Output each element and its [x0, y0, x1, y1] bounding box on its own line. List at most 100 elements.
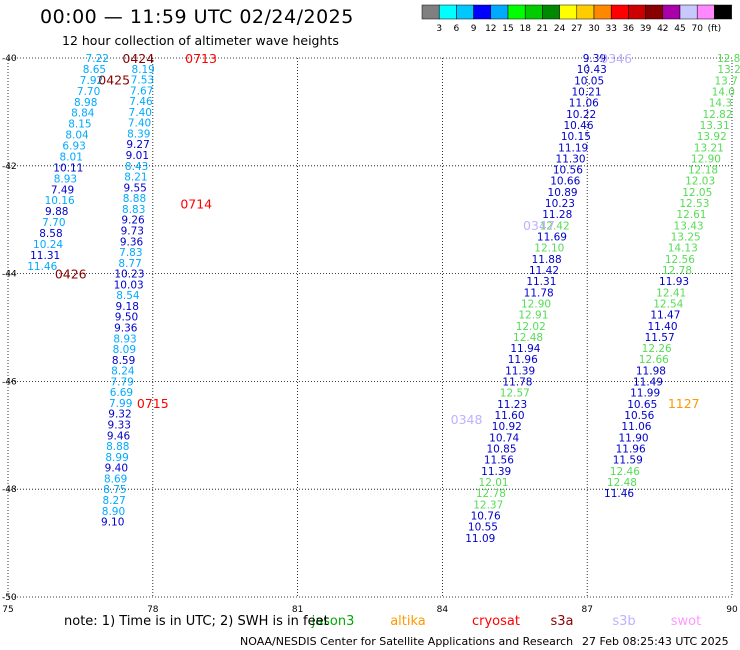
legend-swatch [438, 4, 457, 20]
swh-value: 12.46 [610, 466, 640, 478]
swh-value: 10.43 [577, 64, 607, 76]
swh-value: 11.78 [524, 287, 554, 299]
swh-value: 11.31 [30, 250, 60, 262]
swh-value: 7.92 [80, 75, 103, 87]
swh-value: 9.27 [126, 139, 149, 151]
map-frame [7, 57, 733, 598]
swh-value: 9.36 [120, 236, 144, 248]
map-title: 00:00 — 11:59 UTC 02/24/2025 [40, 6, 354, 28]
swh-value: 11.46 [604, 488, 634, 500]
pass-time-label: 0715 [137, 396, 169, 411]
legend-swatch [524, 4, 543, 20]
swh-value: 10.15 [561, 131, 591, 143]
swh-value: 9.46 [107, 430, 131, 442]
swh-value: 12.10 [534, 243, 564, 255]
swh-value: 11.98 [636, 365, 666, 377]
swh-value: 11.42 [529, 265, 559, 277]
swh-value: 12.41 [656, 287, 686, 299]
swh-value: 11.90 [619, 432, 649, 444]
legend-swatch [490, 4, 509, 20]
swh-value: 7.70 [42, 217, 65, 229]
legend-swatch [645, 4, 664, 20]
swh-value: 13.2 [717, 64, 740, 76]
legend-label: (ft) [708, 24, 722, 34]
legend-label: 9 [471, 24, 477, 34]
swh-value: 12.05 [682, 187, 712, 199]
swh-value: 13.43 [674, 220, 704, 232]
swh-value: 8.93 [54, 173, 77, 185]
legend-label: 18 [519, 24, 531, 34]
swh-value: 11.06 [569, 98, 599, 110]
swh-value: 10.24 [33, 239, 63, 251]
swh-value: 8.59 [112, 355, 135, 367]
legend-swatch [507, 4, 526, 20]
swh-value: 12.48 [513, 332, 543, 344]
longitude-tick-label: 75 [2, 605, 13, 615]
legend-label: 27 [571, 24, 582, 34]
swh-value: 9.55 [123, 182, 146, 194]
swh-value: 11.49 [633, 377, 663, 389]
swh-value: 11.78 [502, 377, 532, 389]
swh-value: 11.56 [484, 455, 514, 467]
swh-value: 11.59 [613, 455, 643, 467]
legend-swatch [473, 4, 492, 20]
legend-swatch [714, 4, 732, 20]
swh-value: 9.88 [45, 206, 68, 218]
swh-value: 10.21 [571, 86, 601, 98]
swh-value: 8.43 [125, 161, 148, 173]
swh-value: 11.96 [616, 444, 646, 456]
swh-value: 11.69 [537, 232, 567, 244]
satellite-legend-s3b: s3b [612, 614, 635, 629]
swh-value: 10.23 [114, 269, 144, 281]
swh-value: 11.19 [558, 142, 588, 154]
swh-value: 11.06 [621, 421, 651, 433]
swh-value: 9.26 [121, 215, 145, 227]
swh-value: 10.56 [553, 165, 583, 177]
swh-value: 8.09 [113, 344, 136, 356]
swh-value: 13.7 [715, 75, 738, 87]
swh-value: 12.90 [521, 298, 551, 310]
swh-value: 8.65 [83, 64, 106, 76]
swh-value: 11.46 [27, 261, 57, 273]
legend-label: 3 [436, 24, 442, 34]
swh-value: 12.37 [473, 499, 503, 511]
swh-value: 7.99 [109, 398, 132, 410]
swh-value: 8.88 [106, 441, 129, 453]
swh-value: 12.66 [639, 354, 669, 366]
swh-value: 13.25 [671, 232, 701, 244]
longitude-tick-label: 78 [147, 605, 159, 615]
swh-value: 8.69 [104, 473, 127, 485]
swh-value: 10.03 [114, 279, 144, 291]
swh-value: 12.57 [500, 388, 530, 400]
legend-swatch [628, 4, 646, 20]
legend-label: 36 [623, 24, 635, 34]
swh-value: 8.98 [74, 97, 97, 109]
pass-time-label: 0714 [180, 197, 212, 212]
latitude-tick-label: -46 [2, 377, 17, 387]
swh-value: 7.46 [129, 96, 153, 108]
footer-credit: NOAA/NESDIS Center for Satellite Applica… [240, 635, 574, 648]
swh-value: 6.69 [110, 387, 133, 399]
swh-value: 7.53 [131, 75, 154, 87]
swh-value: 11.39 [505, 365, 535, 377]
swh-value: 12.18 [688, 165, 718, 177]
swh-value: 8.58 [39, 228, 62, 240]
swh-value: 12.01 [479, 477, 509, 489]
swh-value: 8.75 [103, 484, 126, 496]
swh-value: 14.13 [668, 243, 698, 255]
swh-value: 9.33 [108, 420, 131, 432]
swh-value: 8.27 [102, 495, 125, 507]
swh-value: 11.57 [645, 332, 675, 344]
footer-note: note: 1) Time is in UTC; 2) SWH is in fe… [64, 614, 329, 629]
swh-value: 11.94 [510, 343, 540, 355]
swh-value: 9.10 [101, 517, 124, 529]
legend-label: 15 [502, 24, 513, 34]
pass-time-label: 0426 [55, 267, 87, 282]
legend-label: 12 [485, 24, 496, 34]
footer-timestamp: 27 Feb 08:25:43 UTC 2025 [582, 635, 729, 648]
swh-value: 9.01 [126, 150, 149, 162]
legend-label: 30 [588, 24, 600, 34]
swh-value: 7.83 [119, 247, 142, 259]
swh-value: 8.24 [111, 366, 135, 378]
swh-value: 9.32 [108, 409, 131, 421]
